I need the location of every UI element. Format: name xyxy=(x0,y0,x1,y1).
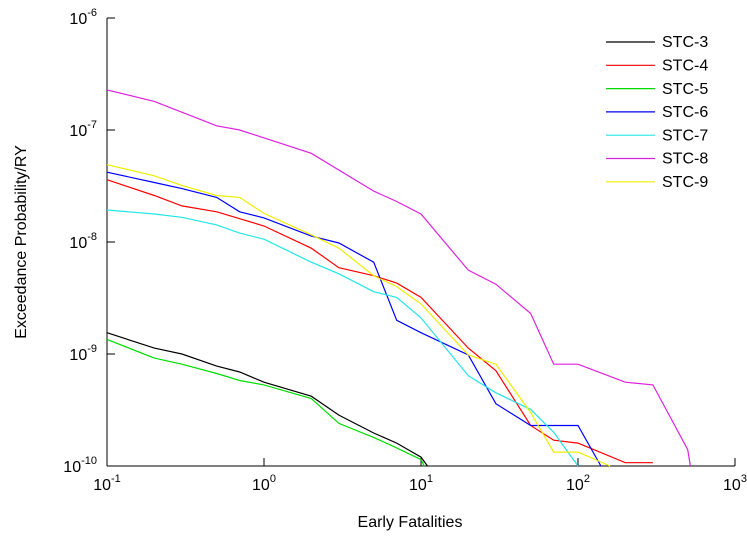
tick-label-exponent: -9 xyxy=(87,343,97,355)
tick-label: 102 xyxy=(566,473,590,494)
line-series xyxy=(106,179,653,464)
tick-label-base: 10 xyxy=(566,477,584,494)
line-series xyxy=(106,338,425,467)
legend-label: STC-3 xyxy=(662,34,708,51)
legend-label: STC-4 xyxy=(662,58,708,75)
tick-label: 101 xyxy=(409,473,433,494)
legend-label: STC-8 xyxy=(662,151,708,168)
tick-label: 10-9 xyxy=(69,343,97,364)
tick-label-base: 10 xyxy=(723,477,741,494)
tick-label-exponent: -7 xyxy=(87,119,97,131)
tick-label-base: 10 xyxy=(69,235,87,252)
tick-label: 10-7 xyxy=(69,119,97,140)
tick-label-base: 10 xyxy=(69,11,87,28)
legend-label: STC-5 xyxy=(662,81,708,98)
legend-label: STC-7 xyxy=(662,127,708,144)
tick-label-exponent: 1 xyxy=(427,473,433,485)
tick-label-exponent: 0 xyxy=(270,473,276,485)
legend-label: STC-6 xyxy=(662,104,708,121)
x-axis-label: Early Fatalities xyxy=(358,514,463,531)
tick-label: 103 xyxy=(723,473,747,494)
tick-label-base: 10 xyxy=(252,477,270,494)
tick-label-exponent: -6 xyxy=(87,7,97,19)
tick-label: 10-1 xyxy=(93,473,121,494)
tick-label: 10-8 xyxy=(69,231,97,252)
tick-label-exponent: -8 xyxy=(87,231,97,243)
tick-label-base: 10 xyxy=(93,477,111,494)
tick-label-exponent: 3 xyxy=(741,473,747,485)
tick-label: 100 xyxy=(252,473,276,494)
tick-label-exponent: 2 xyxy=(584,473,590,485)
line-series xyxy=(106,89,691,467)
tick-label-base: 10 xyxy=(409,477,427,494)
tick-label: 10-10 xyxy=(63,455,97,476)
tick-label-base: 10 xyxy=(69,123,87,140)
line-series xyxy=(106,332,428,467)
legend-label: STC-9 xyxy=(662,174,708,191)
tick-label: 10-6 xyxy=(69,7,97,28)
tick-label-base: 10 xyxy=(69,347,87,364)
line-series xyxy=(106,171,602,467)
line-series xyxy=(106,209,579,467)
tick-label-base: 10 xyxy=(63,459,81,476)
tick-label-exponent: -1 xyxy=(111,473,121,485)
y-axis-label: Exceedance Probability/RY xyxy=(13,145,30,339)
tick-label-exponent: -10 xyxy=(81,455,97,467)
line-series xyxy=(106,164,611,467)
